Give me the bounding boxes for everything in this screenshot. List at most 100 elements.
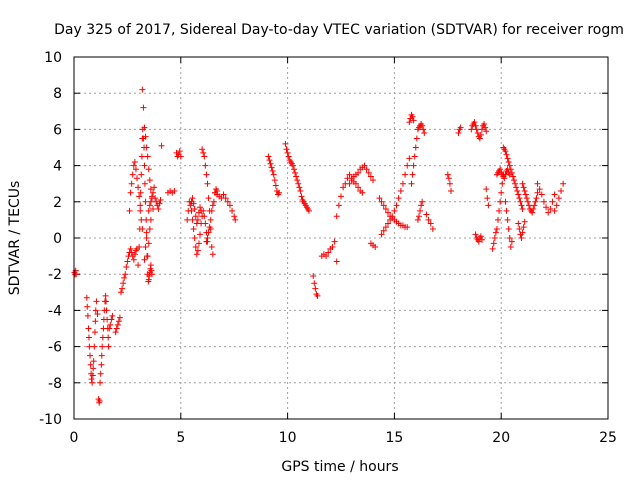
data-point	[120, 280, 127, 287]
data-point	[265, 153, 272, 160]
data-point	[529, 209, 536, 216]
data-point	[414, 216, 421, 223]
data-point	[543, 204, 550, 211]
data-point	[191, 206, 198, 213]
data-point	[340, 184, 347, 191]
data-point	[496, 207, 503, 214]
data-point	[199, 146, 206, 153]
data-point	[298, 193, 305, 200]
data-point	[532, 198, 539, 205]
data-point	[520, 224, 527, 231]
data-point	[150, 206, 157, 213]
data-point	[112, 329, 119, 336]
data-point	[516, 195, 523, 202]
data-point	[124, 258, 131, 265]
data-point	[525, 202, 532, 209]
data-point	[534, 189, 541, 196]
data-point	[518, 235, 525, 241]
data-point	[293, 173, 300, 180]
data-point	[143, 235, 150, 241]
data-point	[483, 186, 490, 193]
data-point	[507, 166, 514, 173]
data-point	[425, 216, 432, 223]
data-point	[404, 162, 411, 169]
data-point	[504, 216, 511, 223]
data-point	[122, 271, 129, 278]
data-point	[478, 126, 485, 133]
data-point	[484, 195, 491, 202]
data-point	[142, 133, 149, 140]
data-point	[533, 195, 540, 202]
data-point	[365, 169, 372, 176]
data-point	[224, 198, 231, 205]
data-point	[107, 321, 114, 328]
data-point	[491, 235, 498, 241]
data-point	[127, 245, 134, 252]
data-point	[91, 343, 98, 350]
data-point	[128, 180, 135, 187]
data-point	[547, 206, 554, 213]
data-point	[127, 189, 134, 196]
data-point	[382, 206, 389, 213]
data-point	[338, 193, 344, 200]
data-point	[411, 153, 418, 160]
data-point	[130, 162, 137, 169]
data-point	[490, 240, 497, 247]
data-point	[90, 358, 97, 365]
data-point	[523, 195, 530, 202]
data-point	[89, 379, 96, 386]
data-point	[310, 273, 317, 280]
data-point	[361, 162, 368, 169]
data-point	[94, 311, 101, 318]
data-point	[146, 177, 153, 184]
data-point	[98, 361, 105, 368]
data-point	[131, 158, 138, 165]
data-point	[506, 162, 513, 169]
data-point	[204, 235, 211, 241]
data-point	[88, 376, 95, 383]
data-point	[503, 151, 510, 158]
data-point	[202, 162, 209, 169]
data-point	[145, 166, 152, 173]
data-point	[153, 198, 160, 205]
data-point	[106, 325, 113, 332]
axis-ticks: 0 5 10 15 20 25 -10 -8 -6 -4 -2 0 2 4 6 8 10	[39, 50, 617, 446]
data-point	[483, 128, 490, 135]
data-point	[119, 285, 126, 292]
data-point	[135, 262, 142, 269]
data-point	[296, 184, 303, 191]
data-point	[85, 334, 92, 341]
data-point	[194, 247, 201, 254]
x-axis-label: GPS time / hours	[281, 459, 398, 475]
data-point	[333, 258, 340, 265]
x-tick-label: 15	[385, 430, 403, 446]
data-point	[367, 173, 374, 180]
data-point	[117, 289, 124, 296]
data-point	[151, 184, 158, 191]
data-point	[418, 202, 425, 209]
data-point	[105, 334, 112, 341]
data-point	[266, 157, 273, 164]
data-point	[207, 216, 214, 223]
data-point	[188, 207, 195, 214]
data-point	[476, 135, 483, 142]
data-point	[189, 216, 196, 223]
data-point	[518, 202, 525, 209]
data-point	[457, 124, 464, 131]
data-point	[229, 207, 236, 214]
data-point	[409, 113, 416, 120]
data-point	[270, 171, 277, 178]
data-point	[206, 224, 213, 231]
data-point	[517, 198, 524, 205]
data-point	[421, 130, 428, 137]
data-point	[147, 198, 154, 205]
data-point	[131, 251, 138, 258]
data-point	[205, 195, 212, 202]
data-point	[137, 202, 144, 209]
data-point	[393, 202, 400, 209]
data-point	[84, 303, 91, 310]
data-point	[481, 120, 488, 127]
data-point	[267, 160, 274, 167]
x-tick-label: 25	[599, 430, 617, 446]
